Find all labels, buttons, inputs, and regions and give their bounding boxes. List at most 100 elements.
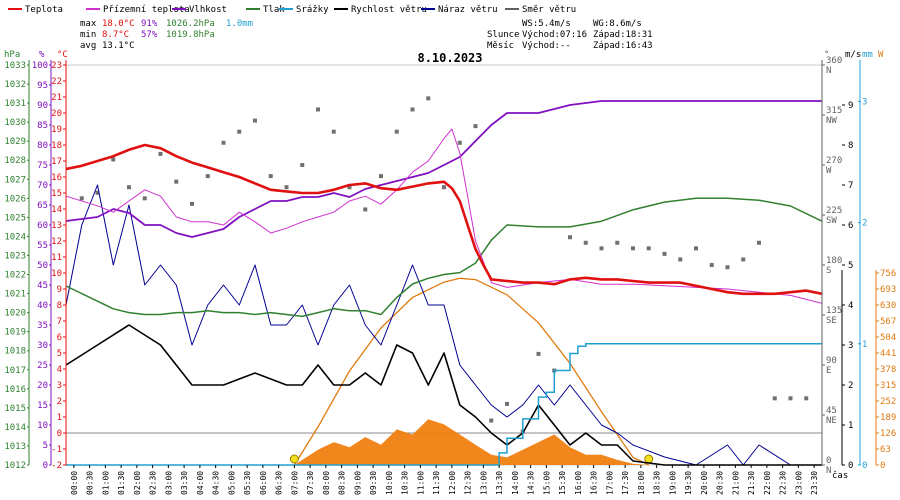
pressure-tick-label: 1027	[4, 175, 26, 185]
wind-direction-point	[379, 174, 383, 179]
wind-direction-point	[205, 174, 210, 179]
direction-tick-name: S	[826, 266, 831, 276]
x-tick-label: 11:30	[432, 471, 441, 495]
temp-tick-label: 7	[57, 317, 62, 327]
x-tick-label: 08:00	[322, 471, 331, 495]
wind-direction-point	[221, 140, 226, 145]
x-tick-label: 13:30	[495, 471, 504, 495]
ground-temperature-line	[65, 128, 823, 304]
wind-direction-point	[599, 246, 604, 251]
direction-tick-label: 360	[826, 56, 842, 66]
wind-direction-point	[95, 190, 100, 195]
unit-celsius: °C	[57, 50, 68, 60]
x-tick-label: 15:30	[558, 471, 567, 495]
wind-direction-point	[142, 196, 147, 201]
pressure-tick-label: 1026	[4, 194, 26, 204]
pressure-line	[65, 197, 823, 318]
legend-teplota: Teplota	[25, 5, 63, 15]
stat-min-temp: 8.7°C	[102, 30, 129, 40]
temp-tick-label: 16	[51, 173, 62, 183]
info-sun-rise: Východ:07:16	[522, 30, 587, 40]
info-moon-rise: Východ:--	[522, 41, 571, 51]
legend-tlak: Tlak	[263, 5, 285, 15]
wind-direction-point	[174, 179, 179, 184]
pressure-tick-label: 1032	[4, 80, 26, 90]
unit-w: W	[878, 50, 884, 60]
pressure-tick-label: 1017	[4, 366, 26, 376]
solar-tick-label: 756	[880, 269, 896, 279]
stat-avg-label: avg	[80, 41, 96, 51]
legend-smer-vetru: Směr větru	[522, 5, 576, 15]
legend-prizemni-teplota: Přízemní teplota	[103, 5, 190, 15]
x-tick-label: 16:30	[590, 471, 599, 495]
legend-rychlost-vetru: Rychlost větru	[351, 5, 427, 15]
solar-tick-label: 441	[880, 349, 896, 359]
info-ws: WS:5.4m/s	[522, 19, 571, 29]
solar-tick-label: 630	[880, 301, 896, 311]
pressure-tick-label: 1021	[4, 290, 26, 300]
humidity-tick-label: 50	[37, 261, 48, 271]
x-tick-label: 01:00	[101, 471, 110, 495]
wind-direction-point	[394, 129, 399, 134]
wind-direction-point	[331, 129, 336, 134]
wind-tick-label: 6	[848, 221, 853, 231]
direction-tick-name: N	[826, 66, 831, 76]
humidity-tick-label: 25	[37, 361, 48, 371]
wind-tick-label: 5	[848, 261, 853, 271]
direction-tick-name: W	[826, 166, 832, 176]
info-moon-set: Západ:16:43	[593, 41, 653, 51]
humidity-tick-label: 85	[37, 121, 48, 131]
wind-tick-label: 4	[848, 301, 853, 311]
pressure-tick-label: 1014	[4, 423, 26, 433]
x-tick-label: 18:30	[653, 471, 662, 495]
x-tick-label: 15:00	[542, 471, 551, 495]
temp-tick-label: -1	[51, 445, 62, 455]
wind-gust-line	[65, 184, 822, 466]
info-sun-label: Slunce	[487, 30, 520, 40]
x-tick-label: 21:00	[731, 471, 740, 495]
x-tick-label: 20:30	[716, 471, 725, 495]
solar-tick-label: 126	[880, 429, 896, 439]
humidity-tick-label: 0	[43, 461, 48, 471]
humidity-tick-label: 55	[37, 241, 48, 251]
wind-direction-point	[678, 257, 683, 262]
wind-direction-point	[457, 140, 462, 145]
temp-tick-label: 10	[51, 269, 62, 279]
humidity-tick-label: 35	[37, 321, 48, 331]
wind-direction-point	[363, 207, 368, 212]
wind-direction-point	[442, 185, 446, 190]
x-tick-label: 05:30	[243, 471, 252, 495]
x-tick-label: 00:30	[86, 471, 95, 495]
wind-direction-point	[253, 118, 257, 123]
x-tick-label: 01:30	[117, 471, 126, 495]
wind-tick-label: 0	[848, 461, 853, 471]
x-tick-label: 03:00	[164, 471, 173, 495]
temp-tick-label: -2	[51, 461, 62, 471]
humidity-tick-label: 95	[37, 81, 48, 91]
temp-tick-label: 2	[57, 397, 62, 407]
wind-direction-point	[347, 185, 352, 190]
humidity-tick-label: 80	[37, 141, 48, 151]
wind-tick-label: 1	[848, 421, 853, 431]
direction-tick-name: N	[826, 466, 831, 476]
wind-direction-point	[615, 240, 620, 245]
solar-tick-label: 252	[880, 397, 896, 407]
pressure-tick-label: 1024	[4, 232, 26, 242]
stat-min-press: 1019.8hPa	[166, 30, 215, 40]
temp-tick-label: 11	[51, 253, 62, 263]
temp-tick-label: 12	[51, 237, 62, 247]
direction-tick-label: 45	[826, 406, 837, 416]
x-tick-label: 10:30	[401, 471, 410, 495]
x-tick-label: 08:30	[338, 471, 347, 495]
stat-max-hum: 91%	[141, 19, 158, 29]
temp-tick-label: 13	[51, 221, 62, 231]
wind-direction-point	[300, 163, 305, 167]
x-tick-label: 10:00	[385, 471, 394, 495]
pressure-tick-label: 1031	[4, 99, 26, 109]
legend-vlhkost: Vlhkost	[189, 5, 227, 15]
pressure-tick-label: 1013	[4, 442, 26, 452]
stats-block: max 18.0°C 91% 1026.2hPa 1.0mm min 8.7°C…	[80, 19, 253, 51]
pressure-tick-label: 1029	[4, 137, 26, 147]
solar-tick-label: 0	[880, 461, 885, 471]
wind-direction-point	[694, 246, 698, 251]
